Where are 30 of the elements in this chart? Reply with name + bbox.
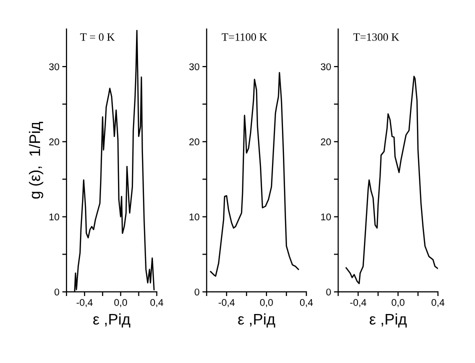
y-tick-label: 0 <box>194 288 200 296</box>
chart-title: T = 0 K <box>80 33 115 41</box>
line-series <box>346 76 438 284</box>
x-tick-label: -0,4 <box>350 299 366 308</box>
x-tick-label: -0,4 <box>76 299 93 308</box>
y-tick-label: 20 <box>49 138 60 146</box>
y-tick-label: 10 <box>49 213 60 220</box>
x-tick-label: 0,0 <box>260 299 273 308</box>
x-tick-label: 0,0 <box>114 299 128 308</box>
y-tick-label: 20 <box>189 138 200 146</box>
y-tick-label: 10 <box>321 213 331 220</box>
y-tick-label: 10 <box>190 213 200 220</box>
x-tick-label: 0,4 <box>432 299 444 308</box>
y-tick-label: 20 <box>320 138 331 146</box>
y-axis-title: g (ε), 1/Рід <box>28 122 44 199</box>
y-tick-label: 0 <box>326 288 331 296</box>
y-tick-label: 30 <box>189 63 200 70</box>
x-tick-label: 0,0 <box>392 299 404 308</box>
y-tick-label: 30 <box>49 63 60 70</box>
x-axis-title: ε ,Рід <box>93 313 130 328</box>
chart-title: T=1300 K <box>353 33 400 41</box>
y-tick-label: 30 <box>320 63 331 70</box>
x-tick-label: -0,4 <box>218 299 235 308</box>
x-tick-label: 0,4 <box>150 299 164 308</box>
y-tick-label: 0 <box>54 288 60 296</box>
x-axis-title: ε ,Рід <box>238 313 276 328</box>
x-axis-title: ε ,Рід <box>370 313 407 328</box>
chart-title: T=1100 K <box>222 33 268 41</box>
line-series <box>210 72 300 277</box>
x-tick-label: 0,4 <box>300 299 313 308</box>
